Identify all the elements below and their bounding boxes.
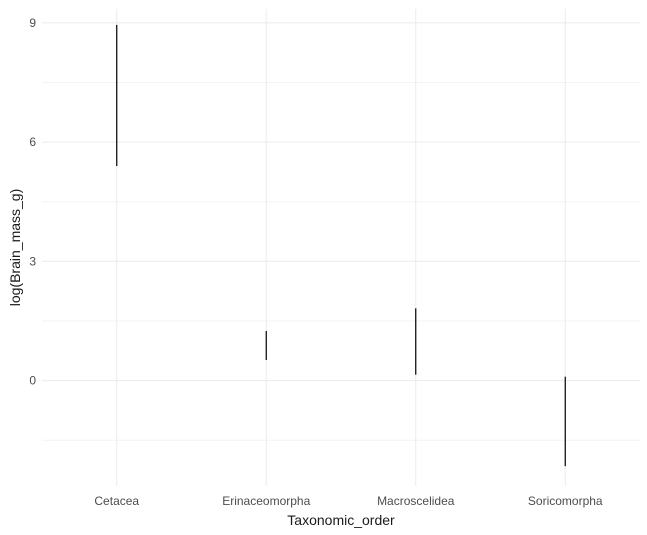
y-tick-label: 6 <box>29 135 36 149</box>
y-axis-title: log(Brain_mass_g) <box>7 189 23 307</box>
range-lines <box>116 24 566 467</box>
y-tick-label: 0 <box>29 374 36 388</box>
x-axis-title: Taxonomic_order <box>287 512 395 528</box>
grid <box>42 9 640 486</box>
x-tick-label: Macroscelidea <box>377 494 455 508</box>
x-tick-label: Erinaceomorpha <box>222 494 310 508</box>
x-tick-label: Cetacea <box>94 494 139 508</box>
y-tick-label: 9 <box>29 16 36 30</box>
x-tick-label: Soricomorpha <box>528 494 603 508</box>
y-tick-label: 3 <box>29 254 36 268</box>
tick-labels: 0 3 6 9 Cetacea Erinaceomorpha Macroscelidea So… <box>29 16 603 508</box>
